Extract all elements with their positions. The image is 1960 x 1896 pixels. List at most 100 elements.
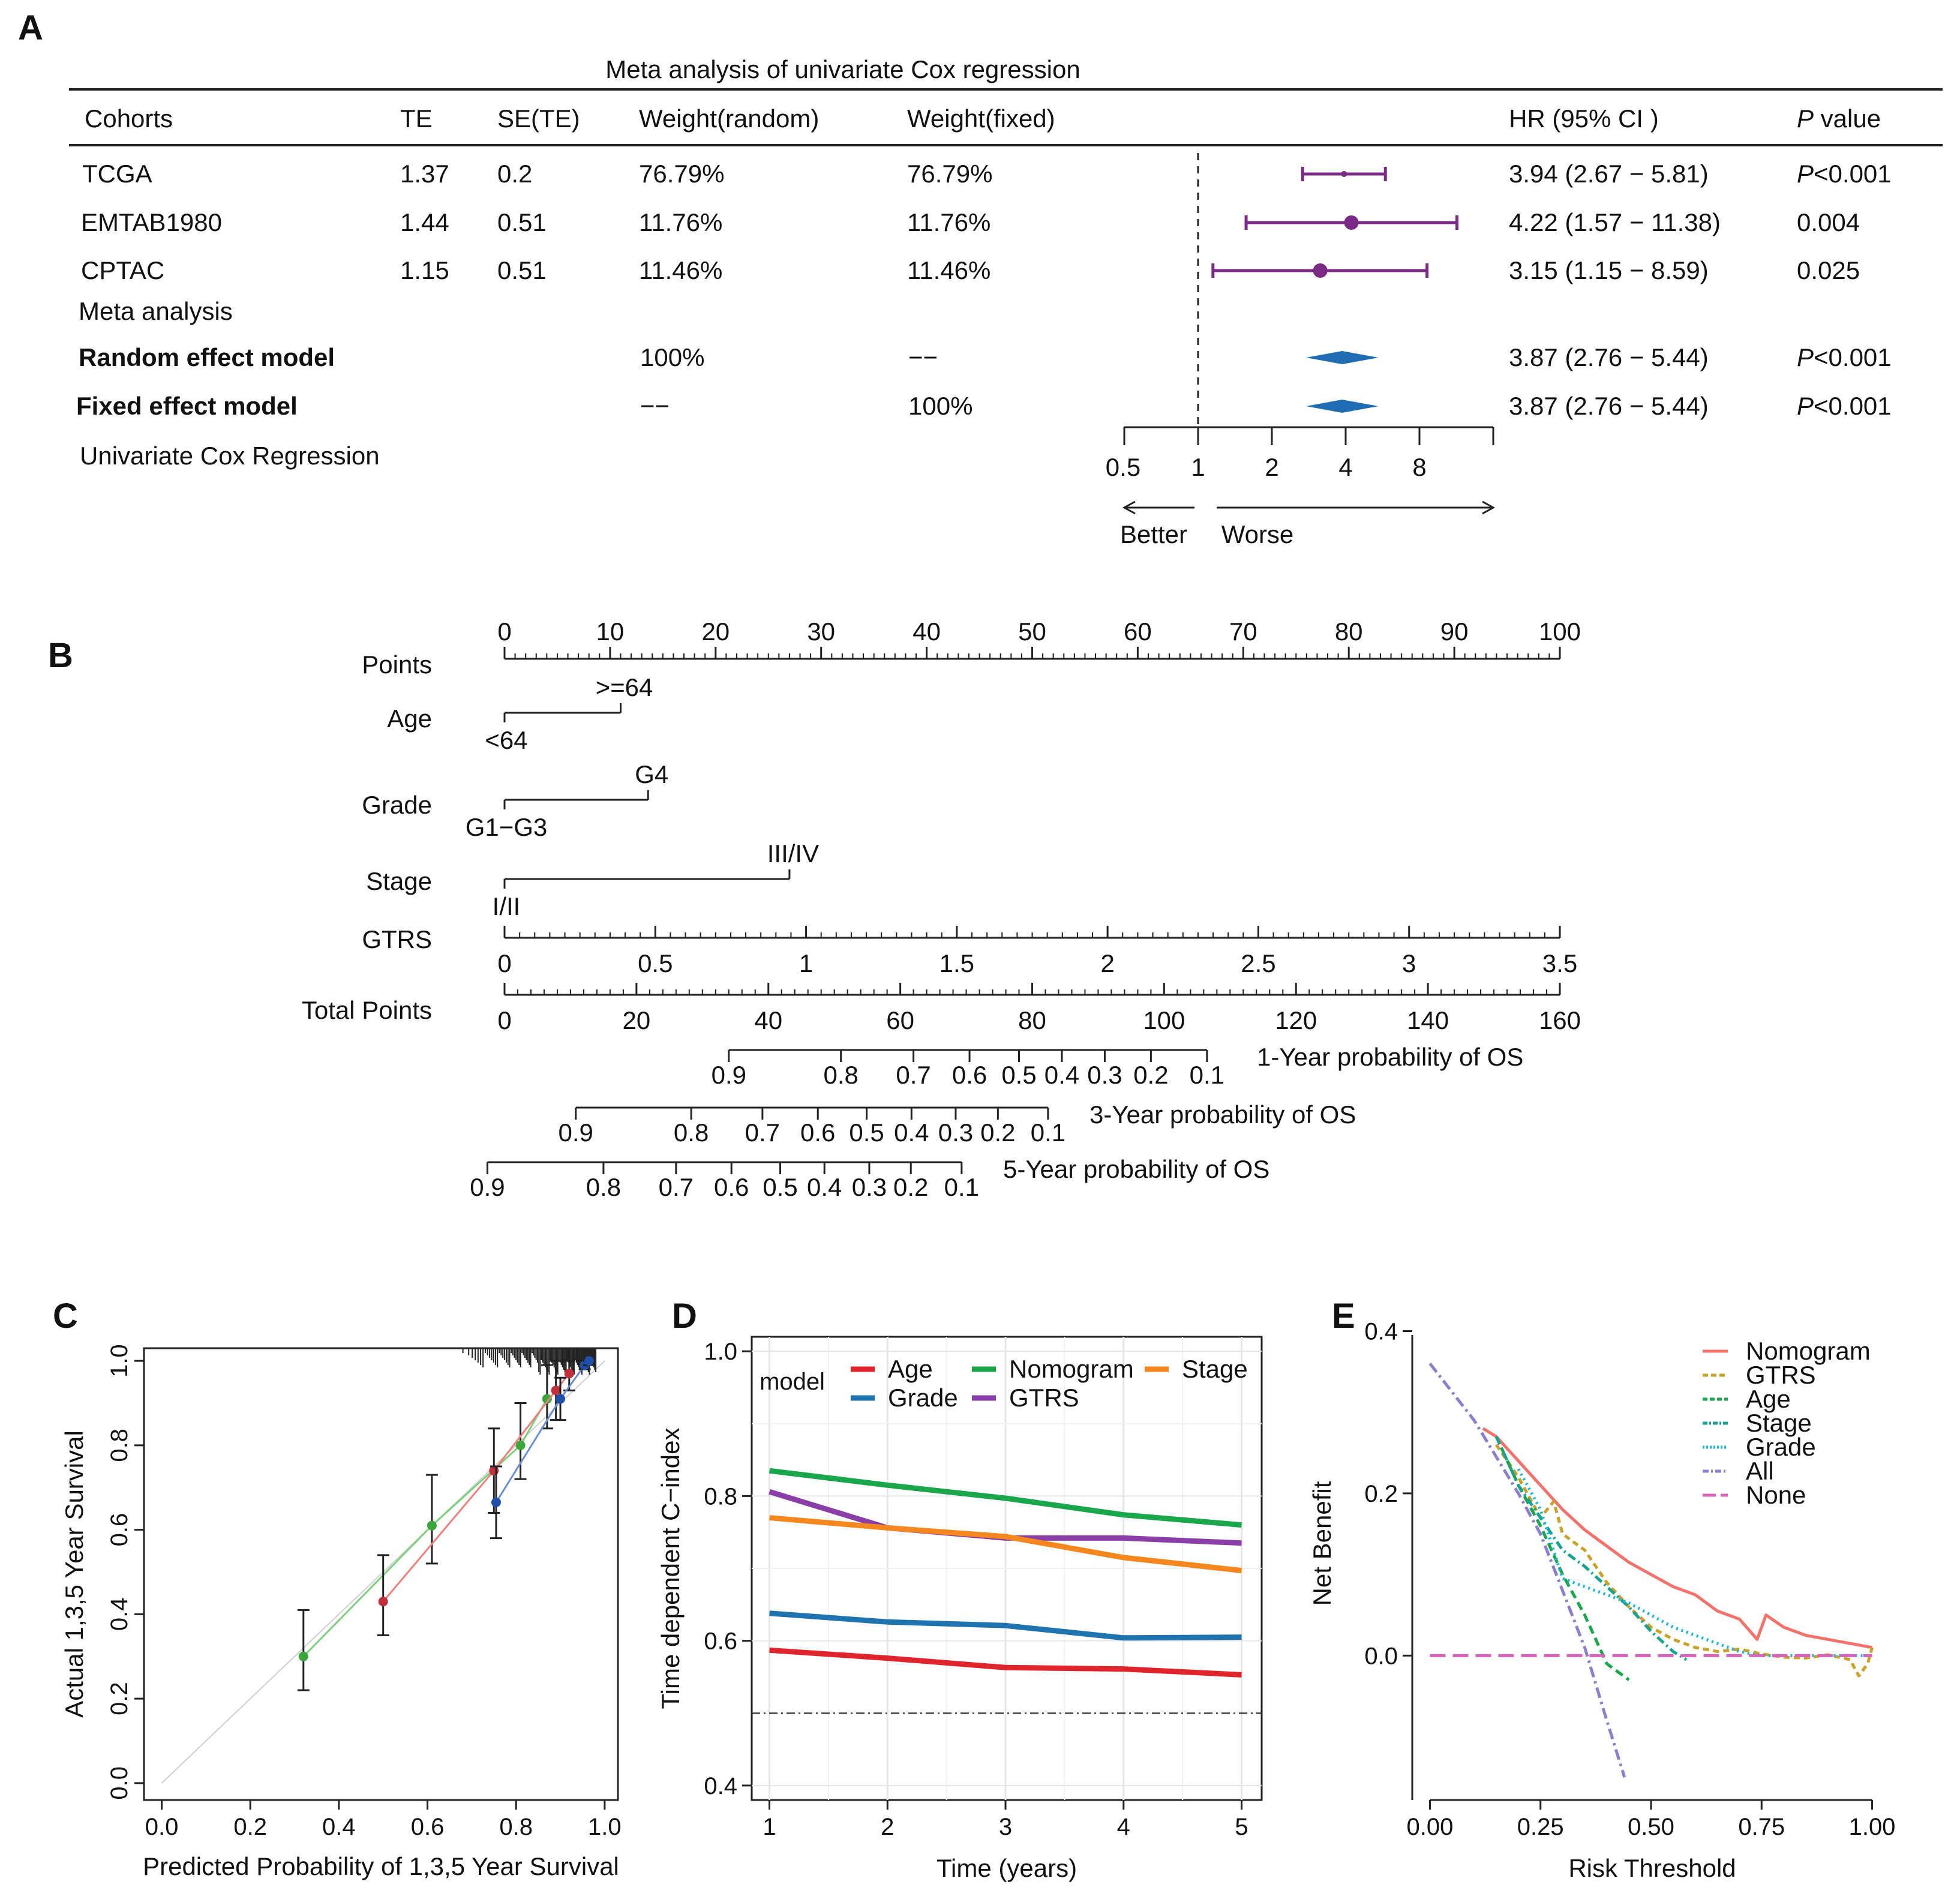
probability-scale-label: 1-Year probability of OS [1257, 1043, 1523, 1071]
weight-random: 11.46% [639, 256, 722, 284]
column-header: HR (95% CI ) [1509, 104, 1659, 133]
tick-label: 0 [497, 1006, 511, 1034]
p-rest: <0.001 [1814, 343, 1892, 371]
tick-label: 2.5 [1241, 949, 1275, 977]
calibration-point [542, 1394, 552, 1404]
calibration-point [515, 1440, 526, 1450]
x-tick-label: 0.6 [411, 1814, 445, 1840]
te-value: 1.15 [400, 256, 449, 284]
panel-letter-d: D [672, 1297, 697, 1336]
plot-frame [143, 1347, 619, 1801]
probability-tick-label: 0.8 [586, 1173, 621, 1201]
tick-label: 10 [596, 617, 625, 646]
y-axis-title: Time dependent C−index [656, 1428, 685, 1709]
series-line-nomogram [769, 1468, 1242, 1528]
se-value: 0.51 [497, 256, 547, 284]
p-rest: 0.004 [1797, 208, 1860, 236]
probability-tick-label: 0.9 [470, 1173, 505, 1201]
hr-point [1313, 263, 1328, 278]
y-tick-label: 0.8 [106, 1429, 133, 1462]
p-prefix: P [1797, 392, 1814, 420]
summary-diamond [1306, 351, 1379, 364]
x-tick-label: 2 [1265, 453, 1278, 481]
panel-letter-a: A [18, 8, 43, 47]
calibration-series [490, 1356, 596, 1540]
x-tick-label: 1.00 [1849, 1814, 1896, 1840]
y-tick-label: 0.4 [704, 1773, 737, 1799]
legend-label: Age [888, 1355, 933, 1383]
tick-label: 100 [1143, 1006, 1185, 1034]
row-label: Points [362, 650, 432, 679]
level-label: III/IV [767, 839, 819, 868]
nomogram-row-age: Age <64 >=64 [387, 673, 653, 754]
x-tick-label: 0.75 [1738, 1814, 1785, 1840]
y-tick-label: 1.0 [106, 1344, 133, 1378]
legend-label: GTRS [1009, 1384, 1079, 1412]
panel-letter-b: B [48, 636, 73, 675]
probability-tick-label: 0.8 [823, 1061, 858, 1089]
calibration-series [297, 1364, 553, 1691]
nomogram-row-gtrs: GTRS 0 0.5 1 1.5 2 2.5 3 3.5 [362, 925, 1577, 977]
panel-letter-e: E [1332, 1297, 1355, 1336]
column-header: P value [1797, 104, 1881, 133]
hr-ci-text: 3.15 (1.15 − 8.59) [1509, 256, 1709, 284]
probability-scale-label: 3-Year probability of OS [1089, 1100, 1356, 1129]
p-rest: 0.025 [1797, 256, 1860, 284]
p-value: P<0.001 [1797, 392, 1892, 420]
probability-tick-label: 0.8 [674, 1118, 709, 1147]
table-row: EMTAB1980 1.44 0.51 11.76% 11.76% 4.22 (1.57 … [81, 208, 1860, 236]
x-tick-label: 0.8 [499, 1814, 533, 1840]
tick-label: 0 [497, 949, 511, 977]
probability-tick-label: 0.3 [1087, 1061, 1122, 1089]
x-tick-label: 4 [1338, 453, 1352, 481]
column-header: Weight(fixed) [907, 104, 1055, 133]
probability-tick-label: 0.1 [1190, 1061, 1224, 1089]
probability-tick-label: 0.5 [763, 1173, 797, 1201]
probability-tick-label: 0.7 [745, 1118, 780, 1147]
hr-point [1341, 171, 1347, 177]
column-header: Weight(random) [639, 104, 819, 133]
tick-label: 1 [799, 949, 813, 977]
calibration-point [298, 1651, 308, 1661]
level-label: G1−G3 [466, 813, 548, 841]
p-prefix: P [1797, 343, 1814, 371]
x-tick-label: 3 [999, 1814, 1012, 1840]
series-line-grade [769, 1610, 1242, 1641]
row-label: Stage [366, 867, 432, 895]
calibration-point [556, 1394, 566, 1404]
tick-label: 50 [1018, 617, 1046, 646]
probability-tick-label: 0.3 [852, 1173, 887, 1201]
y-tick-label: 0.4 [106, 1598, 133, 1631]
hr-ci-text: 3.94 (2.67 − 5.81) [1509, 160, 1709, 188]
weight-fixed: 76.79% [907, 160, 992, 188]
probability-tick-label: 0.9 [559, 1118, 593, 1147]
y-tick-label: 0.2 [106, 1682, 133, 1715]
x-tick-label: 2 [881, 1814, 894, 1840]
curve-grade [1517, 1468, 1872, 1657]
weight-fixed: −− [908, 343, 938, 371]
calibration-point [378, 1597, 388, 1607]
tick-label: 20 [701, 617, 730, 646]
tick-label: 80 [1335, 617, 1363, 646]
model-label: Random effect model [79, 343, 335, 371]
x-tick-label: 0.2 [233, 1814, 267, 1840]
p-value: P<0.001 [1797, 343, 1892, 371]
level-label: >=64 [596, 673, 653, 701]
x-axis-title: Predicted Probability of 1,3,5 Year Surv… [143, 1852, 619, 1880]
tick-label: 60 [1124, 617, 1152, 646]
x-tick-label: 1 [763, 1814, 776, 1840]
p-rest: <0.001 [1814, 160, 1892, 188]
probability-scale-label: 5-Year probability of OS [1003, 1155, 1269, 1183]
row-label: Total Points [302, 996, 432, 1024]
y-tick-label: 0.4 [1364, 1319, 1398, 1345]
cohort-name: EMTAB1980 [81, 208, 222, 236]
p-rest: <0.001 [1814, 392, 1892, 420]
x-tick-label: 0.00 [1407, 1814, 1454, 1840]
calibration-point [584, 1356, 595, 1366]
panel-d-cindex: 1 2 3 4 5 0.4 0.6 0.8 1.0 Time (years) Time depend… [656, 1336, 1263, 1882]
